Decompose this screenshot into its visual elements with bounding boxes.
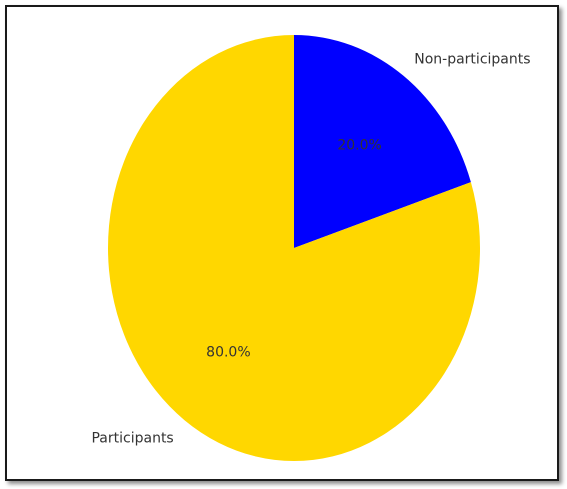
slice-label-1: Participants xyxy=(91,431,173,447)
slice-label-0: Non-participants xyxy=(414,51,530,67)
pie-labels: 20.0% Non-participants 80.0% Participants xyxy=(91,51,530,446)
pie-slices xyxy=(108,35,480,462)
pct-label-1: 80.0% xyxy=(206,344,250,360)
pct-label-0: 20.0% xyxy=(337,138,381,154)
pie-slice-non-participants xyxy=(294,35,471,248)
pie-slice-participants xyxy=(108,35,480,462)
